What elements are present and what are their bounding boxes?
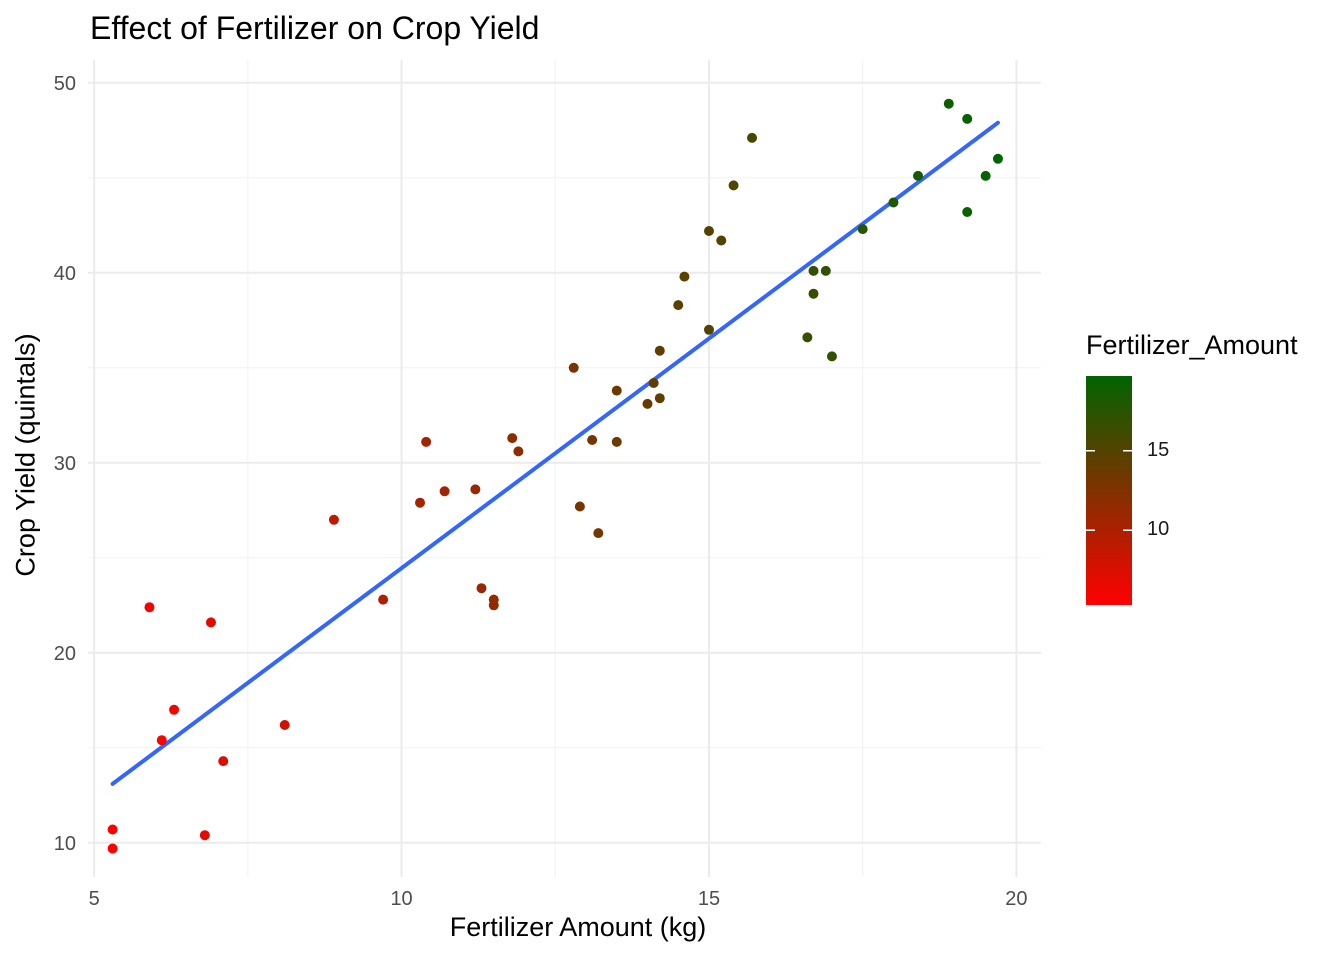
- data-point: [654, 345, 665, 356]
- data-point: [507, 433, 518, 444]
- y-axis-tick-labels: 10 20 30 40 50: [54, 73, 76, 855]
- data-point: [574, 501, 585, 512]
- data-point: [703, 324, 714, 335]
- data-point: [378, 594, 389, 605]
- data-point: [992, 153, 1003, 164]
- data-point: [747, 132, 758, 143]
- regression-line: [110, 120, 1000, 786]
- data-point: [568, 362, 579, 373]
- minor-gridlines: [88, 60, 1041, 877]
- regression-line-layer: [110, 120, 1000, 786]
- y-tick-label: 20: [54, 643, 76, 665]
- data-point: [476, 583, 487, 594]
- x-axis-tick-labels: 5 10 15 20: [89, 888, 1028, 910]
- data-point: [205, 617, 216, 628]
- data-point: [820, 265, 831, 276]
- chart-title: Effect of Fertilizer on Crop Yield: [90, 10, 540, 46]
- data-point: [913, 170, 924, 181]
- data-point: [593, 528, 604, 539]
- x-tick-label: 20: [1005, 888, 1027, 910]
- data-point: [199, 830, 210, 841]
- data-point: [279, 720, 290, 730]
- major-gridlines: [88, 60, 1041, 877]
- legend-title: Fertilizer_Amount: [1086, 330, 1298, 360]
- data-point: [673, 300, 684, 311]
- data-point: [808, 265, 819, 276]
- data-point: [169, 704, 180, 715]
- legend-tick-label: 15: [1147, 438, 1170, 461]
- legend-tick-label: 10: [1147, 518, 1170, 541]
- y-tick-label: 30: [54, 453, 76, 475]
- data-point: [470, 484, 481, 495]
- y-tick-label: 50: [54, 73, 76, 95]
- data-point: [421, 436, 432, 447]
- data-point: [679, 271, 690, 282]
- data-point: [218, 756, 229, 767]
- data-points-layer: [107, 98, 1003, 854]
- x-tick-label: 5: [89, 888, 100, 910]
- data-point: [642, 398, 653, 409]
- data-point: [703, 226, 714, 236]
- data-point: [716, 235, 727, 246]
- data-point: [107, 824, 118, 835]
- data-point: [888, 197, 899, 208]
- data-point: [107, 843, 118, 854]
- data-point: [328, 514, 339, 525]
- data-point: [802, 332, 813, 343]
- data-point: [439, 486, 450, 497]
- data-point: [728, 180, 739, 191]
- data-point: [611, 385, 622, 396]
- data-point: [962, 207, 973, 217]
- y-tick-label: 40: [54, 263, 76, 285]
- data-point: [808, 288, 819, 299]
- data-point: [648, 378, 659, 388]
- data-point: [587, 435, 598, 445]
- y-axis-label: Crop Yield (quintals): [10, 333, 41, 577]
- y-tick-label: 10: [54, 833, 76, 855]
- data-point: [826, 351, 837, 362]
- data-point: [962, 113, 973, 124]
- x-tick-label: 15: [698, 888, 720, 910]
- data-point: [144, 602, 155, 613]
- data-point: [513, 446, 524, 457]
- data-point: [415, 497, 426, 508]
- data-point: [488, 600, 499, 611]
- color-scale-bar: [1086, 376, 1132, 605]
- data-point: [857, 224, 868, 235]
- x-axis-label: Fertilizer Amount (kg): [449, 912, 707, 942]
- data-point: [943, 98, 954, 109]
- x-tick-label: 10: [390, 888, 412, 910]
- data-point: [156, 735, 167, 746]
- data-point: [980, 170, 991, 181]
- data-point: [611, 436, 622, 447]
- data-point: [654, 393, 665, 404]
